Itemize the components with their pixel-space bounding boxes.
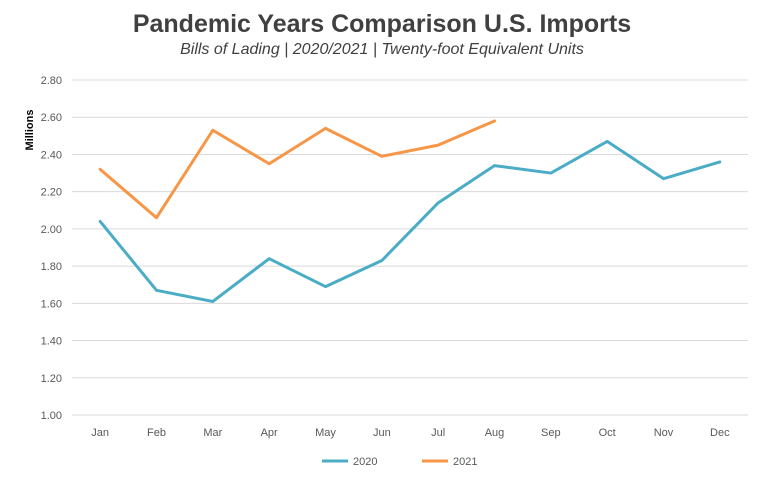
- y-tick-label: 2.60: [41, 112, 62, 124]
- y-tick-label: 1.40: [41, 336, 62, 348]
- x-tick-label: May: [315, 427, 336, 439]
- x-tick-label: Apr: [261, 427, 278, 439]
- series-line-2020: [98, 139, 722, 303]
- y-tick-label: 2.20: [41, 187, 62, 199]
- y-tick-label: 2.40: [41, 149, 62, 161]
- chart-title: Pandemic Years Comparison U.S. Imports: [132, 10, 632, 38]
- x-tick-label: Mar: [203, 427, 222, 439]
- y-tick-label: 1.60: [41, 298, 62, 310]
- y-tick-label: 1.80: [41, 261, 62, 273]
- y-tick-label: 2.00: [41, 224, 62, 236]
- y-axis-label: Millions: [24, 110, 36, 151]
- x-tick-label: Feb: [147, 427, 166, 439]
- chart-subtitle: Bills of Lading | 2020/2021 | Twenty-foo…: [180, 41, 584, 58]
- y-tick-label: 1.20: [41, 373, 62, 385]
- x-tick-label: Oct: [599, 427, 616, 439]
- x-tick-label: Dec: [710, 427, 730, 439]
- legend-label-2021: 2021: [453, 456, 477, 468]
- y-tick-label: 1.00: [41, 410, 62, 422]
- x-tick-label: Jul: [431, 427, 445, 439]
- x-tick-label: Jun: [373, 427, 391, 439]
- series-line-2021: [98, 119, 496, 220]
- x-tick-label: Sep: [541, 427, 561, 439]
- x-tick-label: Aug: [485, 427, 505, 439]
- legend-label-2020: 2020: [353, 456, 377, 468]
- y-tick-label: 2.80: [41, 75, 62, 87]
- x-tick-label: Nov: [654, 427, 674, 439]
- x-tick-label: Jan: [91, 427, 109, 439]
